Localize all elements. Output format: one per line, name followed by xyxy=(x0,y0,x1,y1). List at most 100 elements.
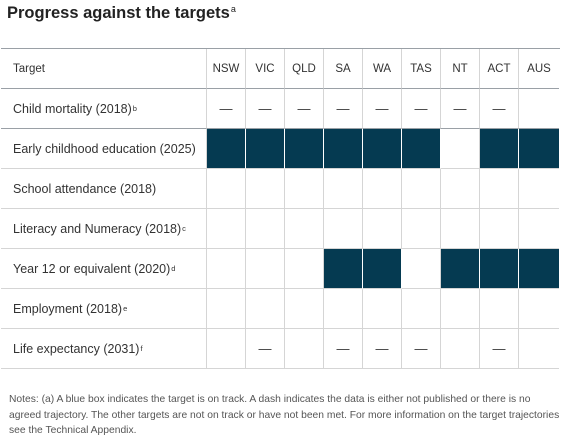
empty-cell xyxy=(285,209,324,249)
empty-cell xyxy=(441,129,480,169)
empty-cell xyxy=(207,289,246,329)
empty-cell xyxy=(285,289,324,329)
row-label: Literacy and Numeracy (2018) c xyxy=(1,209,207,249)
column-header-target: Target xyxy=(1,49,207,89)
on-track-cell xyxy=(519,129,559,169)
row-label: Early childhood education (2025) xyxy=(1,129,207,169)
row-label-text: Year 12 or equivalent (2020) xyxy=(13,261,171,276)
no-data-cell: — xyxy=(246,329,285,369)
dash-mark: — xyxy=(258,101,272,116)
row-footnote: d xyxy=(171,264,176,273)
column-header-qld: QLD xyxy=(285,49,324,89)
empty-cell xyxy=(285,169,324,209)
empty-cell xyxy=(441,209,480,249)
empty-cell xyxy=(246,289,285,329)
no-data-cell: — xyxy=(246,89,285,129)
empty-cell xyxy=(324,289,363,329)
on-track-cell xyxy=(285,129,324,169)
title-text: Progress against the targets xyxy=(7,4,230,22)
no-data-cell: — xyxy=(324,89,363,129)
empty-cell xyxy=(441,169,480,209)
no-data-cell: — xyxy=(402,89,441,129)
row-label: Child mortality (2018) b xyxy=(1,89,207,129)
on-track-cell xyxy=(324,129,363,169)
row-label-text: Early childhood education (2025) xyxy=(13,141,196,156)
empty-cell xyxy=(207,169,246,209)
no-data-cell: — xyxy=(207,89,246,129)
dash-mark: — xyxy=(492,341,506,356)
empty-cell xyxy=(324,169,363,209)
empty-cell xyxy=(246,209,285,249)
row-footnote: f xyxy=(140,344,143,353)
row-label-text: Child mortality (2018) xyxy=(13,101,132,116)
on-track-cell xyxy=(207,129,246,169)
dash-mark: — xyxy=(453,101,467,116)
empty-cell xyxy=(285,249,324,289)
empty-cell xyxy=(324,209,363,249)
empty-cell xyxy=(402,249,441,289)
dash-mark: — xyxy=(219,101,233,116)
empty-cell xyxy=(519,89,559,129)
empty-cell xyxy=(402,169,441,209)
dash-mark: — xyxy=(375,341,389,356)
dash-mark: — xyxy=(414,101,428,116)
empty-cell xyxy=(441,289,480,329)
row-label: Life expectancy (2031) f xyxy=(1,329,207,369)
empty-cell xyxy=(441,329,480,369)
dash-mark: — xyxy=(492,101,506,116)
no-data-cell: — xyxy=(285,89,324,129)
no-data-cell: — xyxy=(441,89,480,129)
dash-mark: — xyxy=(375,101,389,116)
empty-cell xyxy=(285,329,324,369)
column-header-tas: TAS xyxy=(402,49,441,89)
on-track-cell xyxy=(363,249,402,289)
empty-cell xyxy=(246,169,285,209)
empty-cell xyxy=(207,209,246,249)
row-label: Year 12 or equivalent (2020) d xyxy=(1,249,207,289)
row-label: Employment (2018) e xyxy=(1,289,207,329)
row-label-text: Literacy and Numeracy (2018) xyxy=(13,221,182,236)
on-track-cell xyxy=(519,249,559,289)
empty-cell xyxy=(207,249,246,289)
on-track-cell xyxy=(363,129,402,169)
empty-cell xyxy=(207,329,246,369)
column-header-nsw: NSW xyxy=(207,49,246,89)
column-header-sa: SA xyxy=(324,49,363,89)
column-header-aus: AUS xyxy=(519,49,559,89)
empty-cell xyxy=(519,169,559,209)
on-track-cell xyxy=(480,249,519,289)
column-header-act: ACT xyxy=(480,49,519,89)
empty-cell xyxy=(246,249,285,289)
empty-cell xyxy=(519,289,559,329)
column-header-nt: NT xyxy=(441,49,480,89)
row-footnote: e xyxy=(123,304,128,313)
table-notes: Notes: (a) A blue box indicates the targ… xyxy=(9,394,560,436)
empty-cell xyxy=(363,169,402,209)
page-title: Progress against the targetsa xyxy=(7,4,236,23)
dash-mark: — xyxy=(297,101,311,116)
empty-cell xyxy=(480,209,519,249)
no-data-cell: — xyxy=(324,329,363,369)
empty-cell xyxy=(363,209,402,249)
dash-mark: — xyxy=(258,341,272,356)
row-footnote: c xyxy=(182,224,186,233)
empty-cell xyxy=(480,169,519,209)
title-footnote: a xyxy=(230,4,236,14)
dash-mark: — xyxy=(414,341,428,356)
column-header-wa: WA xyxy=(363,49,402,89)
row-footnote: b xyxy=(132,104,137,113)
row-label-text: Life expectancy (2031) xyxy=(13,341,140,356)
empty-cell xyxy=(480,289,519,329)
row-label-text: School attendance (2018) xyxy=(13,181,157,196)
dash-mark: — xyxy=(336,101,350,116)
empty-cell xyxy=(402,209,441,249)
no-data-cell: — xyxy=(480,89,519,129)
no-data-cell: — xyxy=(402,329,441,369)
progress-table: Target NSW VIC QLD SA WA TAS NT ACT AUS … xyxy=(1,48,560,369)
on-track-cell xyxy=(246,129,285,169)
row-label: School attendance (2018) xyxy=(1,169,207,209)
column-header-vic: VIC xyxy=(246,49,285,89)
empty-cell xyxy=(363,289,402,329)
on-track-cell xyxy=(324,249,363,289)
empty-cell xyxy=(519,209,559,249)
